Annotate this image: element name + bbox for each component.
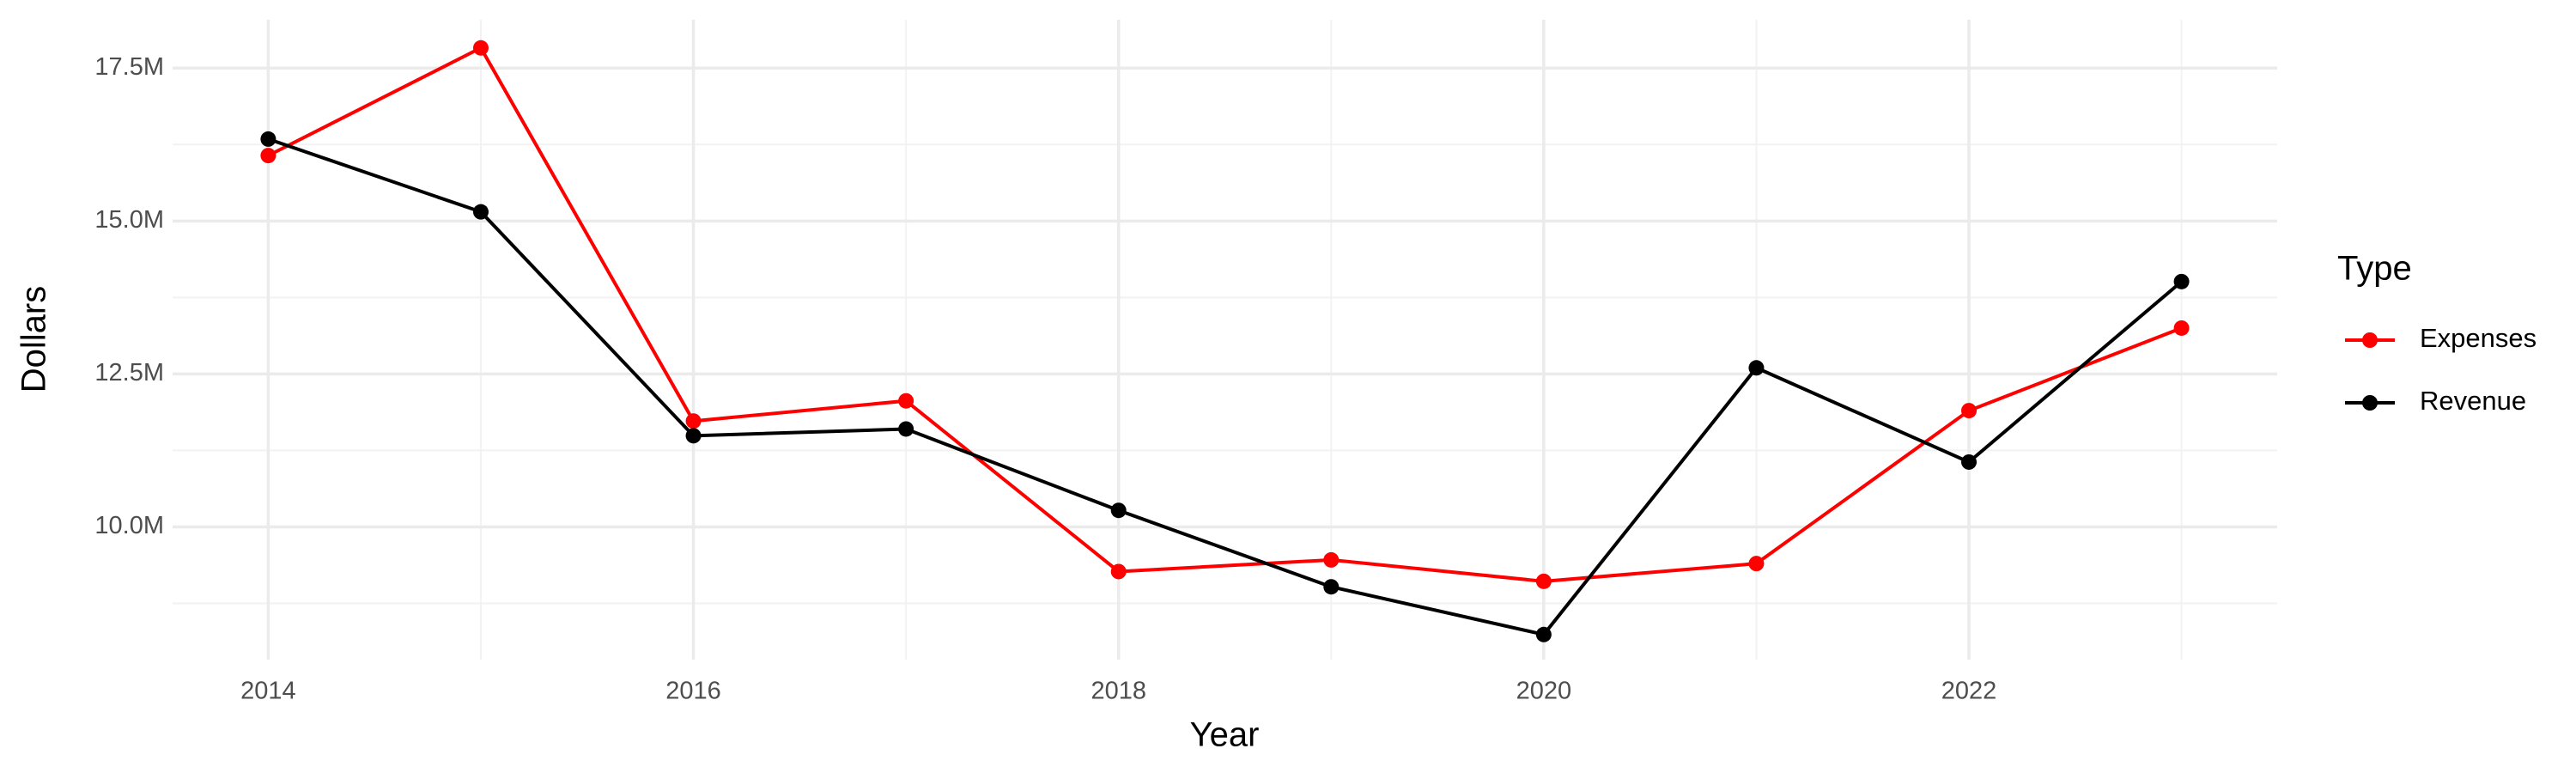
data-point <box>472 40 489 56</box>
y-tick-label: 10.0M <box>94 512 164 539</box>
data-point <box>1323 579 1340 595</box>
data-point <box>2173 320 2190 336</box>
data-point <box>1110 563 1127 580</box>
x-tick-label: 2018 <box>1091 678 1146 705</box>
x-tick-label: 2022 <box>1941 678 1997 705</box>
series-line <box>267 137 2183 637</box>
data-point <box>1748 360 1765 376</box>
data-point <box>898 421 914 437</box>
x-tick-label: 2016 <box>665 678 721 705</box>
data-point <box>472 204 489 220</box>
data-point <box>2173 273 2190 289</box>
series-line <box>267 46 2183 583</box>
data-point <box>1748 556 1765 572</box>
data-point <box>1535 573 1552 589</box>
legend-key-point <box>2362 395 2378 411</box>
data-point <box>1110 502 1127 519</box>
data-point <box>1961 403 1978 419</box>
data-point <box>685 428 702 444</box>
data-point <box>260 131 276 147</box>
legend-label: Expenses <box>2420 323 2537 353</box>
y-tick-label: 17.5M <box>94 53 164 81</box>
legend-label: Revenue <box>2420 386 2526 416</box>
y-tick-label: 12.5M <box>94 359 164 386</box>
data-point <box>1535 626 1552 642</box>
x-tick-label: 2020 <box>1516 678 1572 705</box>
data-point <box>898 393 914 409</box>
y-tick-label: 15.0M <box>94 206 164 234</box>
data-point <box>1323 551 1340 568</box>
data-point <box>260 148 276 164</box>
y-axis-title: Dollars <box>15 286 53 393</box>
legend-title: Type <box>2337 250 2412 288</box>
x-axis-title: Year <box>1190 716 1260 754</box>
data-point <box>685 413 702 429</box>
legend-key-point <box>2362 332 2378 348</box>
x-tick-label: 2014 <box>240 678 296 705</box>
data-point <box>1961 453 1978 470</box>
